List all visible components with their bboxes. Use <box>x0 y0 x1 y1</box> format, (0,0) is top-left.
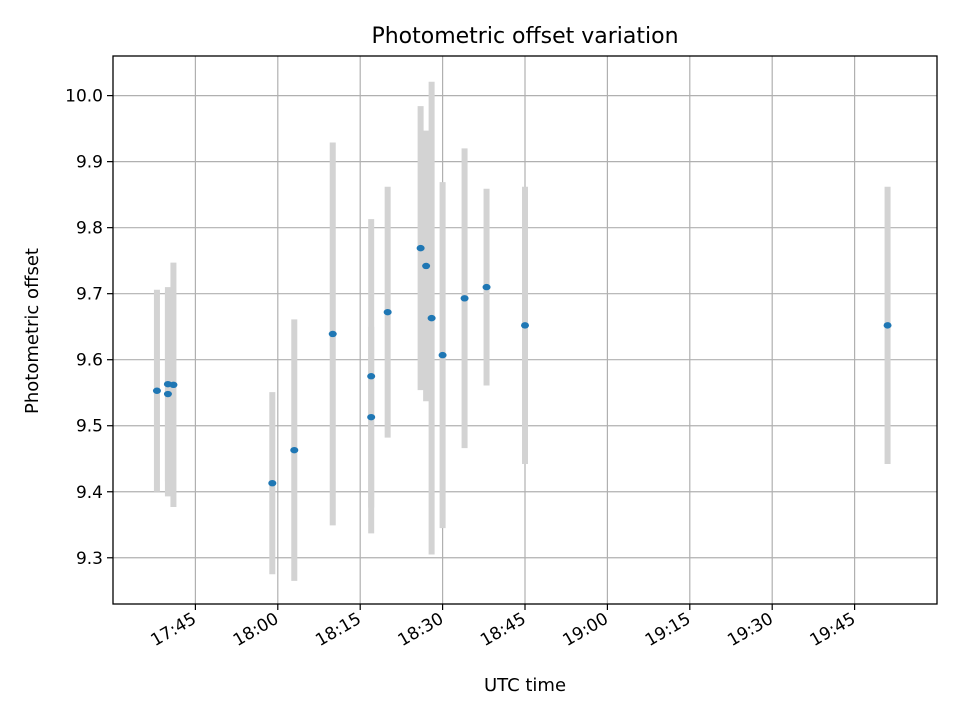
y-axis-ticks: 9.3 9.4 9.5 9.6 9.7 9.8 9.9 10.0 <box>65 87 113 569</box>
data-point <box>460 295 469 302</box>
data-point <box>427 314 436 322</box>
data-point <box>290 446 299 454</box>
y-tick-label: 9.8 <box>76 219 103 239</box>
chart-title: Photometric offset variation <box>371 24 678 49</box>
y-tick-label: 9.3 <box>76 549 103 569</box>
data-point <box>383 308 392 316</box>
data-point <box>152 387 161 394</box>
y-tick-label: 10.0 <box>65 87 103 107</box>
data-point <box>438 351 447 359</box>
x-axis-label: UTC time <box>484 675 566 696</box>
data-point <box>268 479 277 487</box>
y-tick-label: 9.5 <box>76 417 103 437</box>
y-tick-label: 9.6 <box>76 351 103 371</box>
data-point <box>416 244 425 252</box>
data-point <box>169 381 178 388</box>
data-point <box>521 322 529 329</box>
data-point <box>482 283 491 291</box>
y-tick-label: 9.7 <box>76 285 103 305</box>
y-tick-label: 9.9 <box>76 153 103 173</box>
data-point <box>367 373 376 380</box>
data-point <box>367 413 376 421</box>
data-point <box>163 390 172 398</box>
data-point <box>422 262 431 270</box>
data-points <box>152 244 892 487</box>
y-axis-label: Photometric offset <box>22 248 43 414</box>
data-point <box>328 330 337 338</box>
data-point <box>883 322 892 329</box>
y-tick-label: 9.4 <box>76 483 103 503</box>
